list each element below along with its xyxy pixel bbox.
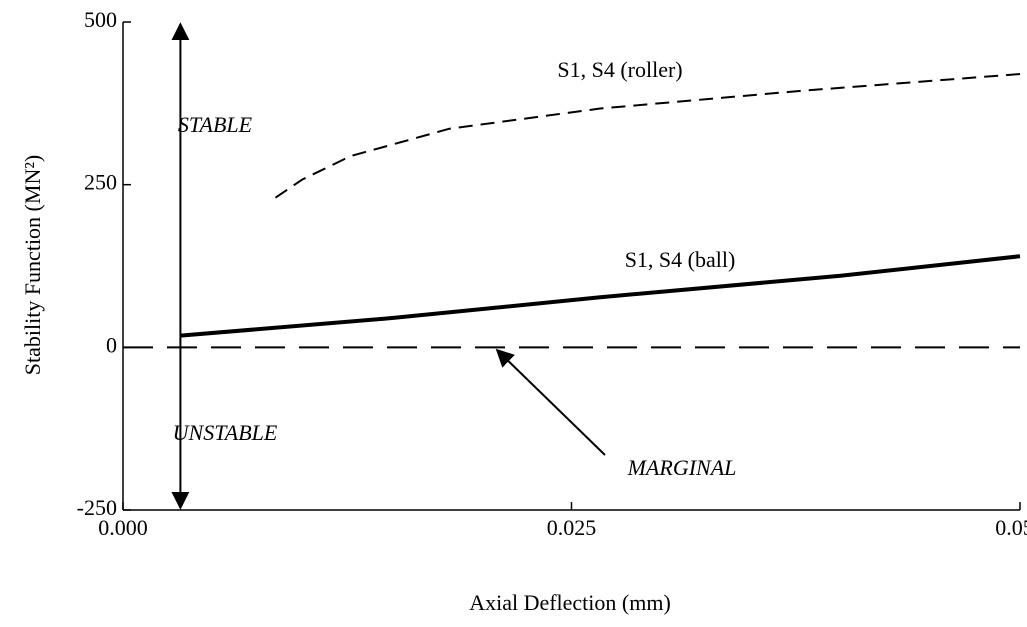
x-tick-label: 0.050 [995, 515, 1027, 540]
y-tick-label: 0 [106, 332, 117, 357]
y-tick-label: 250 [84, 170, 117, 195]
line-series [180, 254, 1021, 338]
y-tick-label: -250 [77, 495, 117, 520]
annotation: STABLE [178, 112, 253, 137]
annotation: MARGINAL [627, 455, 737, 480]
x-tick-label: 0.025 [547, 515, 597, 540]
line-series [274, 73, 1021, 199]
x-axis-label: Axial Deflection (mm) [469, 590, 671, 615]
series-label: S1, S4 (roller) [557, 57, 682, 82]
annotation: UNSTABLE [173, 420, 278, 445]
x-tick-label: 0.000 [98, 515, 148, 540]
series-label: S1, S4 (ball) [625, 247, 736, 272]
y-axis-label: Stability Function (MN²) [20, 155, 45, 375]
annotation-arrow [495, 348, 606, 456]
y-tick-label: 500 [84, 7, 117, 32]
